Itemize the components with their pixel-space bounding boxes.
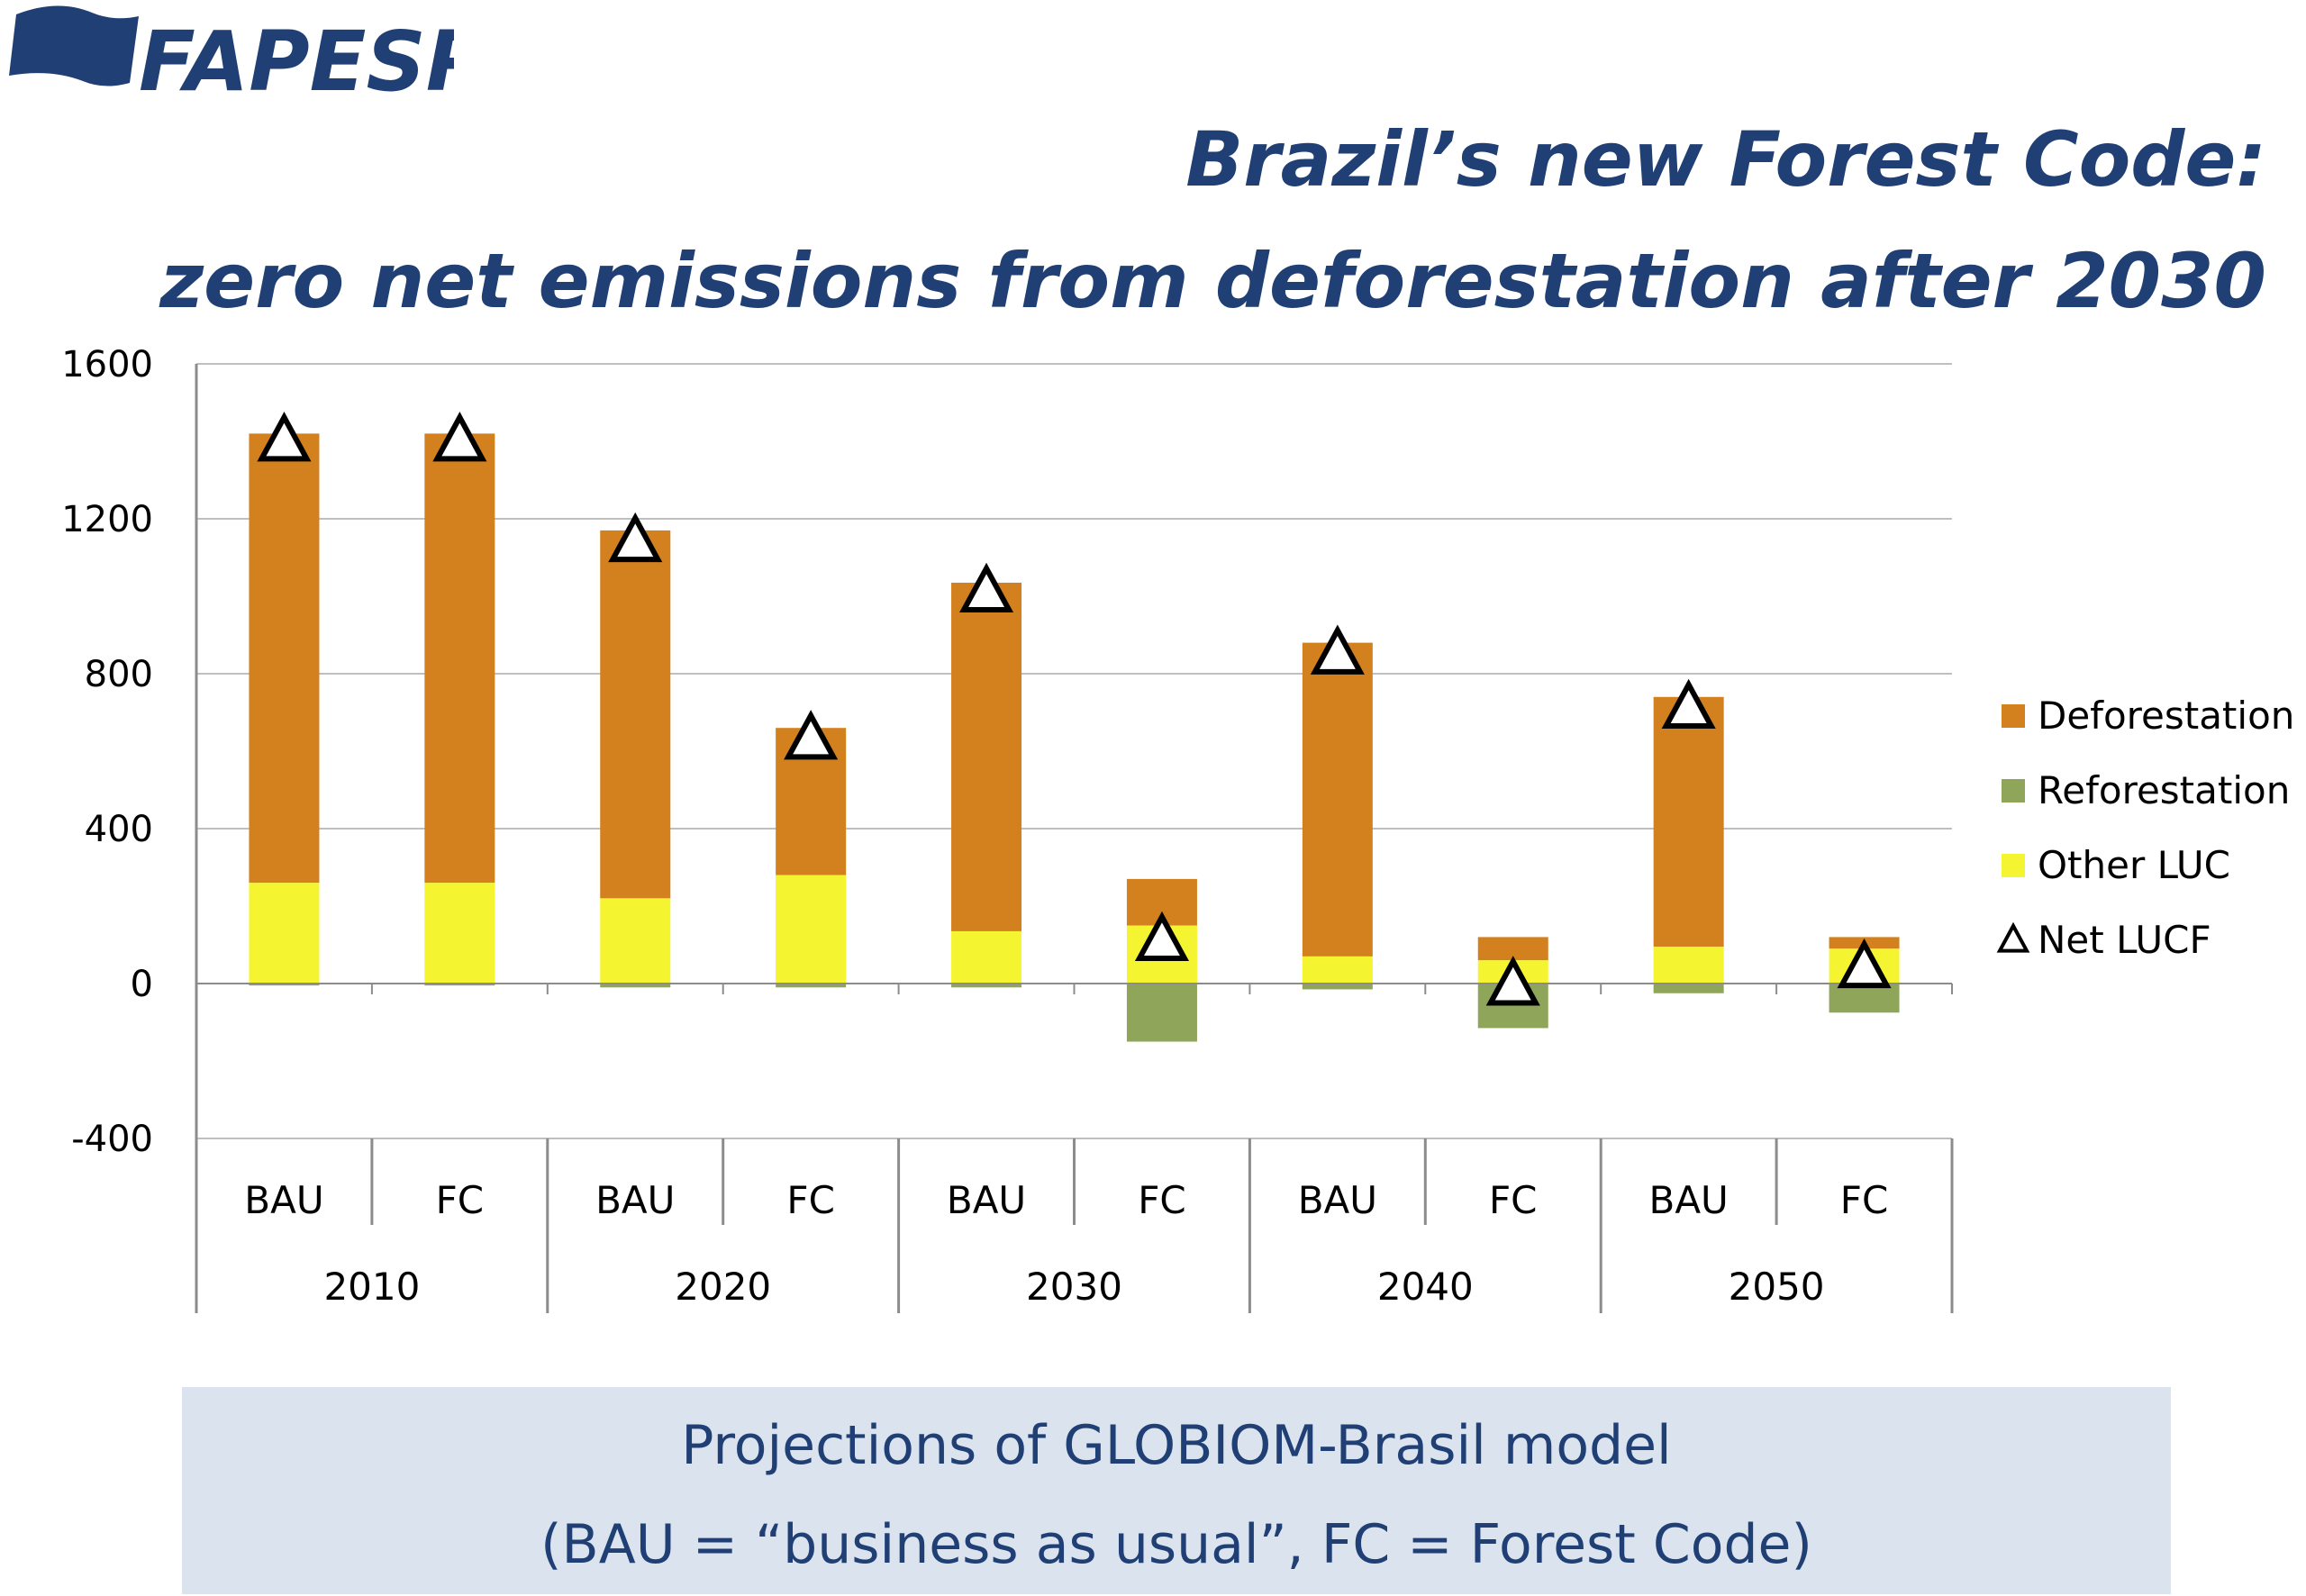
x-category-label: BAU	[1649, 1178, 1729, 1222]
bar-other-luc	[951, 930, 1022, 984]
bar-deforestation	[600, 530, 671, 899]
net-lucf-marker	[784, 710, 839, 760]
x-group-label: 2050	[1729, 1265, 1825, 1309]
emissions-chart: 1600 1200 800 400 0 -400 BAU FC BAU FC BAU FC BAU FC…	[61, 344, 2294, 1313]
flag-icon	[9, 5, 139, 86]
legend-label: Deforestation	[2038, 694, 2294, 738]
x-category-label: FC	[786, 1178, 834, 1222]
title-line-2: zero net emissions from deforestation af…	[159, 237, 2266, 325]
bar-reforestation	[600, 984, 671, 988]
y-tick-label: 400	[85, 809, 153, 850]
y-tick-label: 1200	[61, 499, 153, 540]
x-group-label: 2030	[1026, 1265, 1122, 1309]
net-lucf-marker	[1485, 956, 1540, 1006]
legend: Deforestation Reforestation Other LUC Net L…	[1996, 694, 2294, 962]
x-category-label: BAU	[947, 1178, 1026, 1222]
y-axis-tick-labels: 1600 1200 800 400 0 -400	[61, 344, 153, 1160]
x-category-label: FC	[1840, 1178, 1888, 1222]
y-tick-label: 1600	[61, 344, 153, 385]
bar-reforestation	[1302, 984, 1373, 990]
axes	[195, 364, 1954, 1313]
net-lucf-marker	[257, 412, 312, 462]
bar-other-luc	[600, 898, 671, 984]
logo-text: FAPESP	[139, 14, 454, 99]
net-lucf-marker	[608, 512, 663, 563]
x-category-label: BAU	[1298, 1178, 1377, 1222]
bar-reforestation	[1829, 984, 1900, 1013]
net-lucf-marker	[432, 412, 487, 462]
net-lucf-markers	[257, 412, 1892, 1006]
net-lucf-marker	[1134, 911, 1189, 962]
slide-title: Brazil’s new Forest Code: zero net emiss…	[141, 99, 2266, 342]
bar-deforestation	[951, 582, 1022, 931]
legend-label: Other LUC	[2038, 843, 2230, 887]
x-category-label: FC	[436, 1178, 484, 1222]
bar-reforestation	[951, 984, 1022, 988]
bar-other-luc	[1302, 956, 1373, 984]
net-lucf-marker	[1837, 938, 1892, 989]
bar-deforestation	[1302, 642, 1373, 957]
x-group-label: 2040	[1377, 1265, 1474, 1309]
legend-swatch	[2002, 704, 2025, 728]
legend-swatch	[2002, 854, 2025, 877]
x-group-label: 2010	[323, 1265, 420, 1309]
title-line-1: Brazil’s new Forest Code:	[1185, 115, 2266, 204]
x-category-label: FC	[1489, 1178, 1537, 1222]
legend-label: Net LUCF	[2038, 918, 2211, 962]
bar-reforestation	[1653, 984, 1724, 993]
bar-reforestation	[424, 984, 495, 986]
fapesp-logo: FAPESP	[4, 0, 454, 99]
x-axis-labels: BAU FC BAU FC BAU FC BAU FC BAU FC 2010 2020 2030 204…	[244, 1178, 1888, 1309]
x-group-label: 2020	[675, 1265, 771, 1309]
x-category-label: BAU	[595, 1178, 675, 1222]
bar-other-luc	[1653, 947, 1724, 984]
legend-swatch	[2002, 779, 2025, 803]
y-tick-label: 800	[85, 654, 153, 695]
legend-triangle-icon	[1996, 921, 2030, 953]
bar-reforestation	[776, 984, 847, 988]
bars	[249, 433, 1900, 1042]
bar-reforestation	[249, 984, 320, 986]
y-tick-label: 0	[131, 964, 153, 1005]
bar-deforestation	[249, 433, 320, 884]
caption-line-2: (BAU = “business as usual”, FC = Forest …	[540, 1513, 1812, 1576]
bar-deforestation	[1653, 696, 1724, 948]
net-lucf-marker	[1310, 624, 1365, 675]
x-category-label: BAU	[244, 1178, 323, 1222]
net-lucf-marker	[959, 562, 1014, 613]
legend-label: Reforestation	[2038, 768, 2290, 812]
bar-other-luc	[424, 883, 495, 984]
caption-box: Projections of GLOBIOM-Brasil model (BAU…	[182, 1387, 2171, 1594]
bar-deforestation	[424, 433, 495, 884]
bar-other-luc	[249, 883, 320, 984]
caption-line-1: Projections of GLOBIOM-Brasil model	[681, 1414, 1672, 1477]
y-tick-label: -400	[71, 1119, 153, 1160]
bar-reforestation	[1126, 984, 1197, 1042]
net-lucf-marker	[1661, 678, 1716, 730]
bar-other-luc	[776, 875, 847, 984]
x-category-label: FC	[1138, 1178, 1185, 1222]
